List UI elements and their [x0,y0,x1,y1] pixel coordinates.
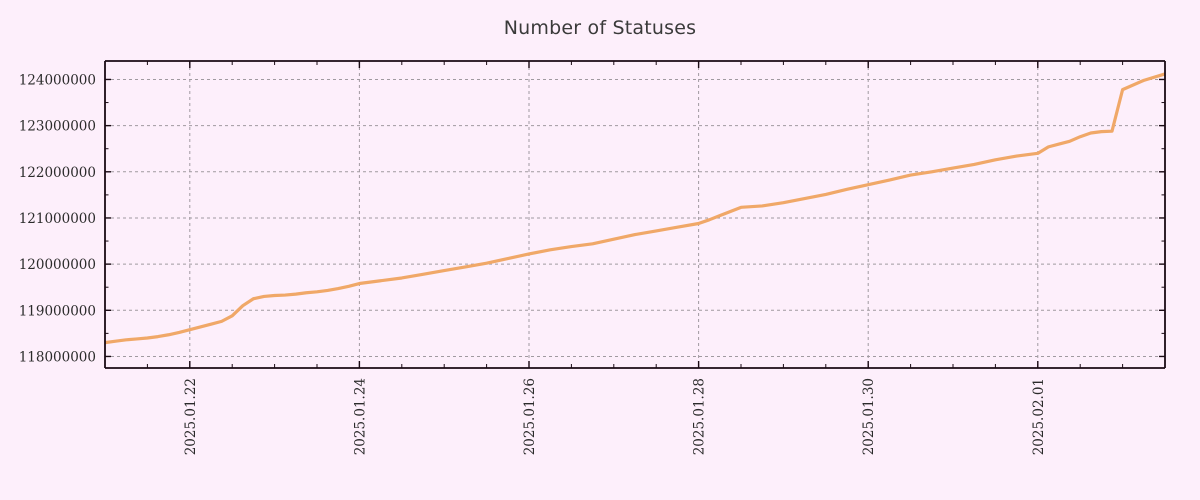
data-series-statuses [104,72,1166,345]
x-tick-label: 2025.01.26 [522,378,538,455]
y-tick-label: 118000000 [19,349,96,365]
y-tick-label: 120000000 [19,257,96,273]
y-tick-label: 123000000 [19,119,96,135]
y-tick-label: 119000000 [19,303,96,319]
series-line-statuses [104,72,1166,345]
chart-title: Number of Statuses [503,17,697,39]
plot-background [105,61,1165,368]
x-tick-label: 2025.01.30 [861,378,877,455]
y-tick-label: 124000000 [19,72,96,88]
x-tick-label: 2025.02.01 [1031,378,1047,455]
x-axis-labels: 2025.01.22 2025.01.24 2025.01.26 2025.01.28… [183,378,1047,455]
x-tick-label: 2025.01.28 [692,378,708,455]
y-tick-label: 121000000 [19,211,96,227]
axis-spines [104,60,1166,369]
y-axis-labels: 118000000 119000000 120000000 121000000 1220… [19,72,96,365]
x-tick-label: 2025.01.22 [183,378,199,455]
x-tick-label: 2025.01.24 [352,378,368,455]
y-gridlines [105,78,1165,357]
y-tick-label: 122000000 [19,165,96,181]
